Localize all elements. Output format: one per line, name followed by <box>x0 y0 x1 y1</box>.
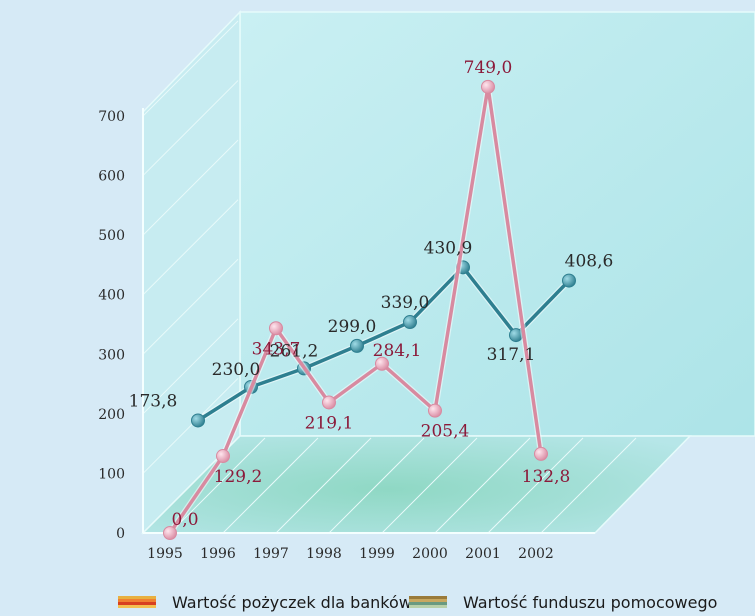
y-tick-label: 200 <box>98 407 125 423</box>
loans-data-label: 219,1 <box>305 413 354 433</box>
x-tick-label: 1998 <box>306 546 342 562</box>
y-tick-label: 400 <box>98 288 125 304</box>
fund-data-label: 339,0 <box>381 293 430 313</box>
loans-point <box>322 395 336 410</box>
grid-line-500 <box>142 139 239 236</box>
grid-line-300 <box>142 258 239 355</box>
floor-line-2001 <box>487 437 584 534</box>
loans-data-label: 749,0 <box>464 58 513 78</box>
y-tick-label: 500 <box>98 228 125 244</box>
loans-point <box>534 446 548 461</box>
loans-point <box>163 526 177 540</box>
legend-item-aid-fund: Wartość funduszu pomocowego <box>409 590 717 614</box>
y-tick-label: 100 <box>98 466 125 482</box>
floor-line-2000 <box>434 437 531 534</box>
x-tick-label: 1999 <box>359 546 395 562</box>
loans-data-label: 0,0 <box>171 510 198 530</box>
fund-data-label: 261,2 <box>270 341 319 361</box>
legend-label-aid-fund: Wartość funduszu pomocowego <box>463 592 718 612</box>
grid-line-600 <box>142 80 239 176</box>
x-tick-label: 1997 <box>253 546 289 562</box>
fund-data-label: 317,1 <box>487 345 536 365</box>
loans-point <box>269 321 283 336</box>
loans-data-label: 343,7 <box>252 339 301 359</box>
loans-line <box>168 85 543 534</box>
grid-line-100 <box>142 378 239 474</box>
x-tick-label: 2002 <box>518 546 554 562</box>
x-tick-label: 1996 <box>200 546 236 562</box>
loans-data-label: 284,1 <box>373 341 422 361</box>
floor-line-2002 <box>540 437 637 534</box>
legend-swatch-aid-fund <box>409 596 447 608</box>
fund-data-label: 408,6 <box>565 252 614 272</box>
line-chart: 0 100 200 300 400 500 600 700 1995 1996 1997 1998 19… <box>98 10 755 562</box>
floor-line-1997 <box>275 437 372 534</box>
loans-point <box>375 356 389 371</box>
y-tick-label: 600 <box>98 169 125 185</box>
loans-point <box>481 79 495 94</box>
grid-line-200 <box>142 318 239 415</box>
fund-point <box>191 413 205 428</box>
grid-line-400 <box>142 199 239 296</box>
x-tick-label: 2000 <box>412 546 448 562</box>
loans-point <box>428 403 442 418</box>
grid-line-700 <box>142 20 239 117</box>
loans-point <box>216 449 230 464</box>
y-tick-label: 0 <box>116 526 125 542</box>
fund-data-label: 173,8 <box>129 391 178 411</box>
y-tick-label: 700 <box>98 109 125 125</box>
legend-label-loans: Wartość pożyczek dla banków <box>172 592 412 612</box>
floor-line-1996 <box>222 437 319 534</box>
floor-line-1998 <box>328 437 425 534</box>
floor-line-1999 <box>381 437 478 534</box>
x-tick-label: 2001 <box>465 546 501 562</box>
fund-line <box>197 265 571 422</box>
fund-point <box>562 273 576 288</box>
fund-data-label: 230,0 <box>212 360 261 380</box>
fund-point <box>403 315 417 330</box>
loans-data-label: 129,2 <box>214 467 263 487</box>
floor-line-1995 <box>169 437 266 534</box>
legend-item-loans: Wartość pożyczek dla banków <box>118 590 412 614</box>
y-tick-label: 300 <box>98 347 125 363</box>
legend-swatch-loans <box>118 596 156 608</box>
loans-data-label: 205,4 <box>421 422 470 442</box>
fund-data-label: 299,0 <box>328 317 377 337</box>
fund-data-label: 430,9 <box>424 238 473 258</box>
x-tick-label: 1995 <box>147 546 183 562</box>
loans-data-label: 132,8 <box>522 467 571 487</box>
fund-point <box>350 338 364 353</box>
